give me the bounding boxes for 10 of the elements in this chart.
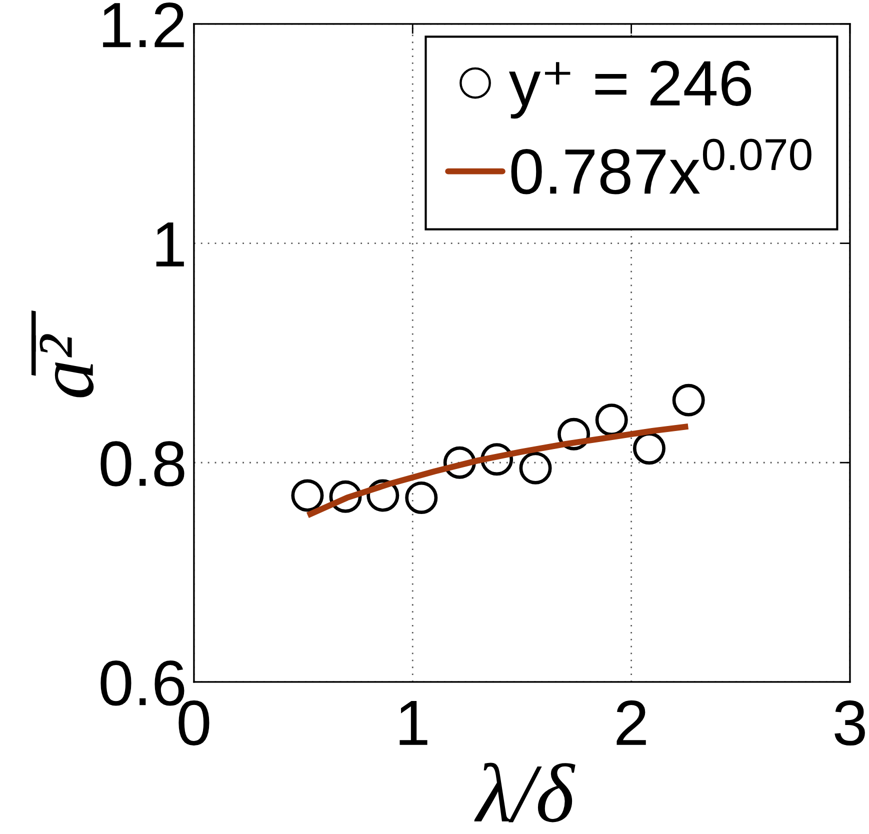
y-tick-label: 0.8 <box>100 441 184 486</box>
y-axis-title: a̅²̅ <box>31 310 94 398</box>
x-tick-label: 3 <box>834 700 865 746</box>
x-axis-title: λ/δ <box>474 762 576 822</box>
x-tick-label: 1 <box>400 700 428 745</box>
legend-label: 0.787x$^{0.070}$ <box>511 138 812 194</box>
y-tick-label: 1.2 <box>103 2 184 48</box>
legend-label: y⁺ = 246 <box>508 60 752 119</box>
y-tick-label: 1 <box>156 222 184 266</box>
x-tick-label: 2 <box>616 700 646 745</box>
